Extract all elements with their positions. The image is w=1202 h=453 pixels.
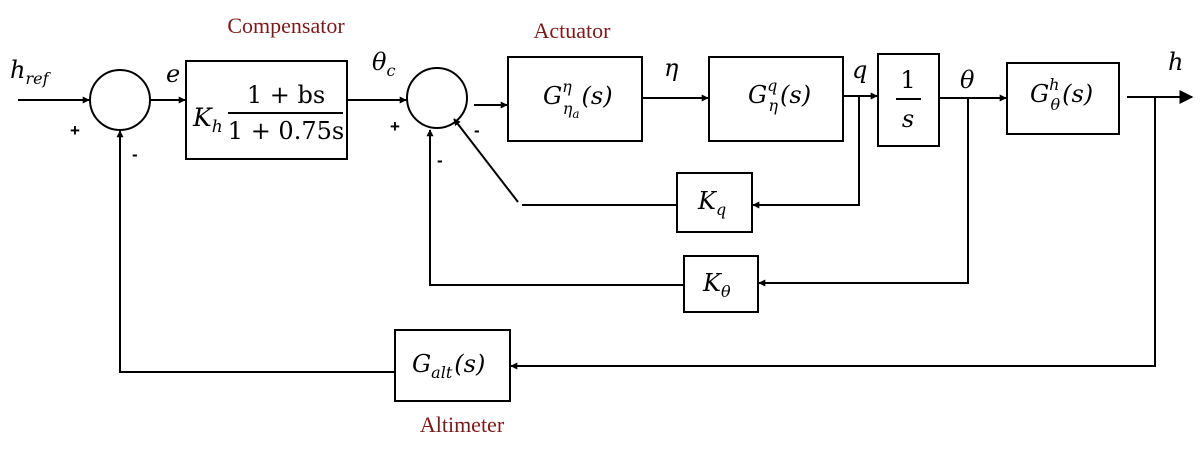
ktheta-feedback-line	[426, 129, 684, 286]
theta-label: θ	[960, 66, 975, 94]
h-tap-line	[510, 97, 1156, 370]
actuator-caption: Actuator	[534, 18, 612, 43]
compensator-gain: Kh	[192, 103, 223, 137]
href-label: href	[10, 56, 52, 88]
theta-c-label: θc	[372, 48, 395, 80]
summing-junction-inner	[406, 67, 468, 129]
inner-plus-sign: +	[390, 117, 400, 136]
inner-minus-theta-sign: -	[437, 151, 443, 170]
actuator-block	[507, 56, 643, 142]
kq-feedback-arrow	[453, 118, 519, 203]
altitude-transfer-function: Gh θ(s)	[1030, 75, 1093, 114]
eta-label: η	[664, 54, 679, 82]
h-output-label: h	[1168, 48, 1183, 76]
inner-minus-q-sign: -	[474, 121, 480, 140]
compensator-caption: Compensator	[227, 13, 345, 38]
ktheta-gain-label: Kθ	[702, 269, 731, 301]
altimeter-caption: Altimeter	[420, 412, 505, 437]
pitch-rate-block	[708, 56, 844, 142]
summing-junction-outer	[89, 69, 151, 131]
pitch-rate-transfer-function: Gq η(s)	[748, 76, 811, 115]
outer-plus-sign: +	[70, 121, 80, 140]
altimeter-transfer-function: Galt(s)	[412, 350, 485, 382]
q-tap-line	[752, 96, 860, 209]
kq-gain-block	[676, 172, 753, 233]
outer-minus-sign: -	[132, 145, 138, 164]
kq-gain-label: Kq	[697, 187, 726, 219]
error-label: e	[166, 60, 180, 88]
compensator-numerator: 1 + bs	[247, 81, 325, 109]
compensator-block	[185, 60, 348, 160]
integrator-denominator: s	[902, 105, 914, 133]
altitude-block	[1006, 62, 1120, 135]
compensator-denominator: 1 + 0.75s	[228, 117, 344, 145]
theta-tap-line	[758, 98, 969, 287]
ktheta-gain-block	[683, 255, 759, 313]
integrator-numerator: 1	[900, 66, 915, 94]
actuator-transfer-function: Gη ηa(s)	[543, 77, 613, 121]
altimeter-feedback-line	[116, 130, 395, 373]
altimeter-block	[394, 329, 511, 402]
q-label: q	[852, 56, 867, 84]
